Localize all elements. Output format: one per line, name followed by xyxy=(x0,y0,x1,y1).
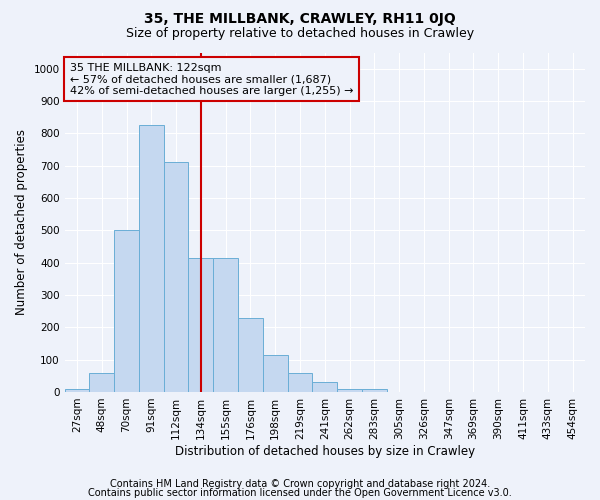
X-axis label: Distribution of detached houses by size in Crawley: Distribution of detached houses by size … xyxy=(175,444,475,458)
Bar xyxy=(263,355,287,392)
Bar xyxy=(89,372,114,392)
Bar xyxy=(238,318,263,392)
Text: Contains public sector information licensed under the Open Government Licence v3: Contains public sector information licen… xyxy=(88,488,512,498)
Text: Size of property relative to detached houses in Crawley: Size of property relative to detached ho… xyxy=(126,28,474,40)
Bar xyxy=(139,125,164,392)
Bar xyxy=(287,372,313,392)
Bar xyxy=(362,388,387,392)
Bar xyxy=(114,230,139,392)
Bar xyxy=(313,382,337,392)
Text: 35, THE MILLBANK, CRAWLEY, RH11 0JQ: 35, THE MILLBANK, CRAWLEY, RH11 0JQ xyxy=(144,12,456,26)
Text: 35 THE MILLBANK: 122sqm
← 57% of detached houses are smaller (1,687)
42% of semi: 35 THE MILLBANK: 122sqm ← 57% of detache… xyxy=(70,62,353,96)
Bar xyxy=(188,258,213,392)
Bar xyxy=(213,258,238,392)
Bar xyxy=(164,162,188,392)
Y-axis label: Number of detached properties: Number of detached properties xyxy=(15,129,28,315)
Text: Contains HM Land Registry data © Crown copyright and database right 2024.: Contains HM Land Registry data © Crown c… xyxy=(110,479,490,489)
Bar xyxy=(337,388,362,392)
Bar xyxy=(65,388,89,392)
